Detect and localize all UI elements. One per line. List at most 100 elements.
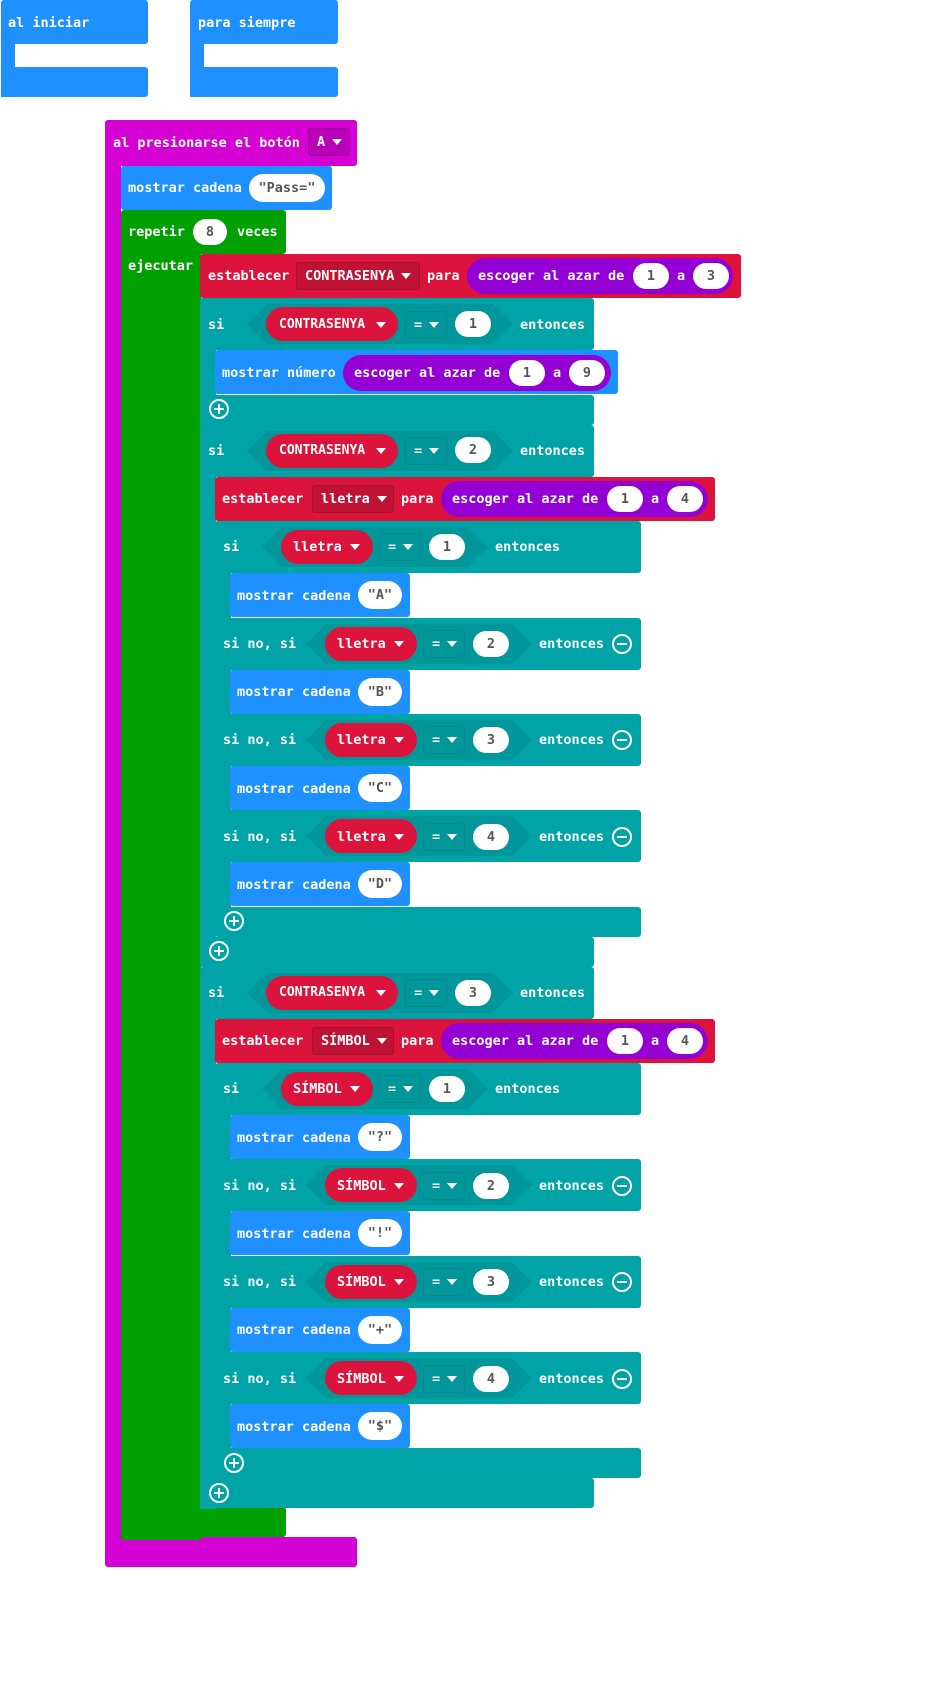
string-value[interactable]: "D" — [358, 870, 402, 898]
string-value[interactable]: "B" — [358, 678, 402, 706]
compare-value-input[interactable]: 3 — [473, 727, 509, 753]
string-value[interactable]: "A" — [358, 581, 402, 609]
operator-dropdown[interactable]: = — [405, 437, 447, 465]
random-from-input[interactable]: 1 — [633, 263, 669, 289]
show-string-label: mostrar cadena — [237, 1226, 351, 1242]
elseif-label: si no, si — [223, 732, 297, 748]
operator-value: = — [414, 317, 423, 333]
then-label: entonces — [539, 1371, 605, 1387]
var-name: CONTRASENYA — [279, 317, 366, 332]
remove-branch-icon[interactable] — [612, 1176, 632, 1196]
operator-dropdown[interactable]: = — [405, 311, 447, 339]
button-dropdown[interactable]: A — [308, 128, 350, 156]
compare-value-input[interactable]: 4 — [473, 824, 509, 850]
random-to-input[interactable]: 4 — [667, 486, 703, 512]
show-string-label: mostrar cadena — [237, 1419, 351, 1435]
compare-value-input[interactable]: 1 — [429, 1076, 465, 1102]
string-value[interactable]: "!" — [358, 1219, 402, 1247]
operator-dropdown[interactable]: = — [379, 1075, 421, 1103]
pass-string-value[interactable]: "Pass=" — [249, 174, 325, 202]
compare-value-input[interactable]: 2 — [455, 437, 491, 463]
elseif-label: si no, si — [223, 829, 297, 845]
random-from-input[interactable]: 1 — [607, 1028, 643, 1054]
then-label: entonces — [539, 829, 605, 845]
compare-value-input[interactable]: 4 — [473, 1366, 509, 1392]
show-number-label: mostrar número — [222, 365, 336, 381]
if-contrasenya-1-foot — [200, 395, 594, 425]
remove-branch-icon[interactable] — [612, 730, 632, 750]
compare-value-input[interactable]: 3 — [473, 1269, 509, 1295]
set-label: establecer — [222, 1033, 304, 1049]
var-name: SÍMBOL — [321, 1033, 370, 1049]
for-label: para — [401, 491, 434, 507]
operator-dropdown[interactable]: = — [423, 630, 465, 658]
add-branch-icon[interactable] — [224, 911, 244, 931]
if-contrasenya-3-foot — [200, 1478, 594, 1508]
then-label: entonces — [495, 539, 561, 555]
var-name: lletra — [337, 732, 386, 748]
var-dropdown-contrasenya[interactable]: CONTRASENYA — [296, 262, 420, 290]
string-value[interactable]: "?" — [358, 1123, 402, 1151]
on-start-block[interactable] — [1, 0, 148, 44]
chevron-down-icon — [447, 737, 458, 743]
then-label: entonces — [520, 317, 586, 333]
var-name: CONTRASENYA — [279, 443, 366, 458]
operator-dropdown[interactable]: = — [379, 533, 421, 561]
operator-dropdown[interactable]: = — [423, 726, 465, 754]
repeat-unit-label: veces — [237, 224, 278, 240]
if-label: si — [208, 317, 225, 333]
operator-dropdown[interactable]: = — [423, 1172, 465, 1200]
remove-branch-icon[interactable] — [612, 1272, 632, 1292]
forever-block[interactable] — [190, 0, 338, 44]
random-block[interactable] — [467, 258, 733, 294]
var-name: CONTRASENYA — [305, 268, 395, 284]
string-value[interactable]: "+" — [358, 1316, 402, 1344]
for-label: para — [401, 1033, 434, 1049]
operator-dropdown[interactable]: = — [423, 1365, 465, 1393]
chevron-down-icon — [447, 1376, 458, 1382]
operator-dropdown[interactable]: = — [405, 979, 447, 1007]
remove-branch-icon[interactable] — [612, 1369, 632, 1389]
random-to-input[interactable]: 4 — [667, 1028, 703, 1054]
button-dropdown-value: A — [317, 134, 326, 150]
add-branch-icon[interactable] — [224, 1453, 244, 1473]
remove-branch-icon[interactable] — [612, 827, 632, 847]
var-dropdown-lletra[interactable]: lletra — [312, 485, 394, 513]
random-from-input[interactable]: 1 — [509, 360, 545, 386]
random-to-input[interactable]: 3 — [693, 263, 729, 289]
add-branch-icon[interactable] — [209, 1483, 229, 1503]
chevron-down-icon — [394, 1376, 404, 1382]
var-name: SÍMBOL — [337, 1274, 386, 1290]
var-name: SÍMBOL — [293, 1081, 342, 1097]
operator-value: = — [432, 1178, 441, 1194]
repeat-count-input[interactable]: 8 — [193, 219, 227, 245]
random-to-input[interactable]: 9 — [569, 360, 605, 386]
compare-value-input[interactable]: 1 — [429, 534, 465, 560]
add-branch-icon[interactable] — [209, 941, 229, 961]
chevron-down-icon — [376, 990, 386, 996]
remove-branch-icon[interactable] — [612, 634, 632, 654]
compare-value-input[interactable]: 3 — [455, 980, 491, 1006]
random-block[interactable] — [441, 481, 708, 517]
chevron-down-icon — [447, 1279, 458, 1285]
string-value[interactable]: "C" — [358, 774, 402, 802]
compare-value-input[interactable]: 1 — [455, 311, 491, 337]
show-string-label: mostrar cadena — [237, 684, 351, 700]
random-block[interactable] — [441, 1023, 708, 1059]
on-start-label: al iniciar — [8, 15, 90, 31]
operator-value: = — [414, 443, 423, 459]
operator-value: = — [388, 539, 397, 555]
add-branch-icon[interactable] — [209, 399, 229, 419]
compare-value-input[interactable]: 2 — [473, 631, 509, 657]
var-name: SÍMBOL — [337, 1178, 386, 1194]
operator-dropdown[interactable]: = — [423, 1268, 465, 1296]
then-label: entonces — [539, 1274, 605, 1290]
var-dropdown-simbol[interactable]: SÍMBOL — [312, 1027, 394, 1055]
var-name: lletra — [321, 491, 370, 507]
string-value[interactable]: "$" — [358, 1412, 402, 1440]
compare-value-input[interactable]: 2 — [473, 1173, 509, 1199]
random-from-input[interactable]: 1 — [607, 486, 643, 512]
repeat-label: repetir — [128, 224, 185, 240]
random-block[interactable] — [343, 355, 611, 391]
operator-dropdown[interactable]: = — [423, 823, 465, 851]
